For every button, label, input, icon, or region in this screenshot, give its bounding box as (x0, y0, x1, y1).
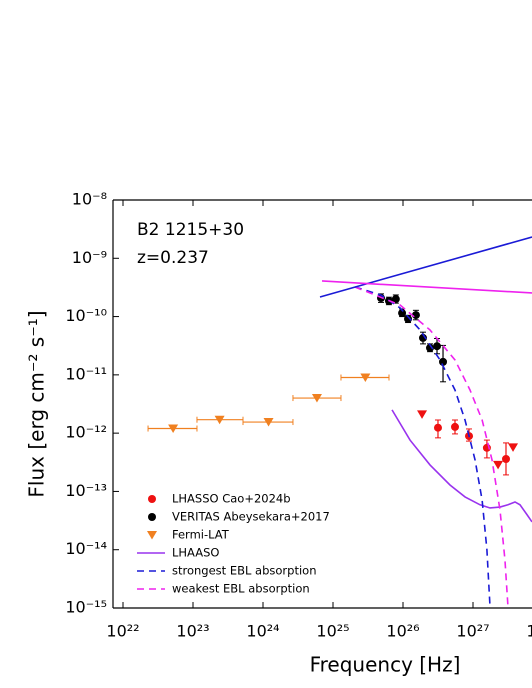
x-tick-label: 10²⁶ (386, 622, 419, 641)
point (214, 415, 225, 425)
y-tick-label: 10⁻¹³ (65, 481, 107, 500)
point (433, 342, 442, 351)
legend-label: strongest EBL absorption (172, 564, 316, 578)
point (311, 394, 322, 403)
y-tick-label: 10⁻¹⁴ (65, 539, 107, 558)
legend-label: Fermi-LAT (172, 528, 230, 542)
y-tick-label: 10⁻¹² (65, 423, 107, 442)
point (398, 309, 407, 318)
legend-marker (148, 513, 156, 521)
x-axis-label: Frequency [Hz] (310, 653, 461, 677)
point (168, 424, 179, 434)
point (404, 314, 413, 323)
legend-label: LHAASO (172, 546, 219, 560)
x-tick-label: 10²⁷ (456, 622, 489, 641)
y-tick-label: 10⁻⁸ (72, 190, 107, 209)
y-tick-label: 10⁻¹¹ (65, 364, 107, 383)
y-axis-label: Flux [erg cm⁻² s⁻¹] (25, 310, 49, 497)
point (391, 295, 400, 304)
point (360, 373, 371, 383)
legend-label: VERITAS Abeysekara+2017 (172, 510, 330, 524)
annotation: z=0.237 (137, 248, 209, 268)
legend-marker (147, 531, 157, 540)
y-tick-label: 10⁻¹⁰ (65, 306, 107, 325)
y-tick-label: 10⁻⁹ (72, 248, 107, 267)
point (439, 357, 448, 366)
plot-area (147, 236, 532, 607)
x-tick-label: 10²⁵ (316, 622, 349, 641)
y-tick-label: 10⁻¹⁵ (65, 598, 107, 617)
point (433, 423, 442, 432)
legend-label: LHASSO Cao+2024b (172, 492, 291, 506)
x-tick-label: 10²² (106, 622, 139, 641)
legend-marker (148, 495, 156, 503)
point (263, 418, 274, 427)
point (508, 443, 519, 452)
line (391, 409, 532, 523)
point (418, 333, 427, 342)
x-tick-label: 10²⁴ (246, 622, 279, 641)
annotation: B2 1215+30 (137, 220, 244, 240)
point (450, 422, 459, 431)
x-tick-label: 10²⁸ (526, 622, 532, 641)
point (417, 410, 428, 419)
x-tick-label: 10²³ (176, 622, 209, 641)
point (493, 460, 504, 470)
point (501, 455, 510, 464)
line (354, 286, 491, 607)
line (319, 236, 532, 298)
point (425, 343, 434, 352)
legend-label: weakest EBL absorption (172, 582, 310, 596)
line (321, 280, 532, 294)
